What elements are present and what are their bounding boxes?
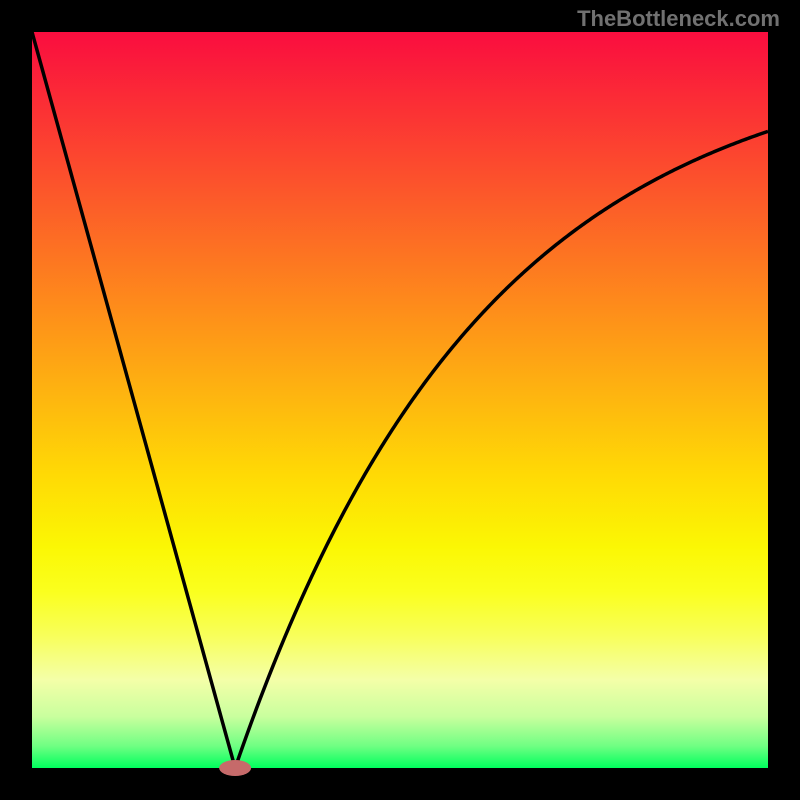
optimal-marker (219, 760, 251, 776)
watermark-text: TheBottleneck.com (577, 6, 780, 32)
chart-background (32, 32, 768, 768)
chart-svg (0, 0, 800, 800)
chart-container: TheBottleneck.com (0, 0, 800, 800)
